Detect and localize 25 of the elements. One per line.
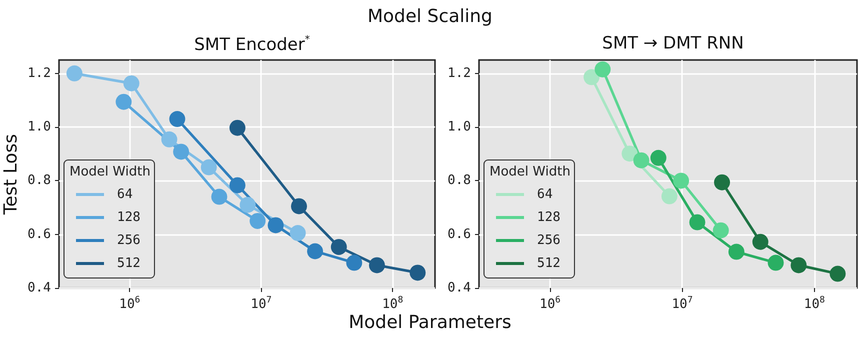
legend-title: Model Width xyxy=(70,164,150,180)
y-tick-label: 1.2 xyxy=(28,66,51,81)
legend-label: 128 xyxy=(537,210,560,225)
y-axis-title: Test Loss xyxy=(0,134,22,216)
legend-label: 256 xyxy=(117,233,140,248)
chart-title: SMT → DMT RNN xyxy=(602,34,744,54)
legend-label: 128 xyxy=(117,210,140,225)
legend-label: 256 xyxy=(537,233,560,248)
y-tick-label: 1.0 xyxy=(28,120,51,135)
x-axis-title: Model Parameters xyxy=(348,312,512,333)
y-tick-label: 0.6 xyxy=(448,226,471,242)
y-tick-label: 0.4 xyxy=(28,280,52,296)
chart-title: SMT Encoder* xyxy=(194,34,310,55)
legend-title: Model Width xyxy=(490,164,570,180)
legend-label: 512 xyxy=(117,256,140,271)
y-tick-label: 0.8 xyxy=(448,173,471,188)
text: Model Scaling xyxy=(366,6,494,27)
legend-label: 512 xyxy=(537,256,560,271)
legend-label: 64 xyxy=(117,187,133,202)
y-tick-label: 1.0 xyxy=(448,120,471,135)
y-tick-label: 0.6 xyxy=(28,226,51,242)
y-tick-label: 0.4 xyxy=(448,280,472,296)
y-tick-label: 1.2 xyxy=(448,66,471,81)
y-tick-label: 0.8 xyxy=(28,173,51,188)
legend-label: 64 xyxy=(537,187,553,202)
